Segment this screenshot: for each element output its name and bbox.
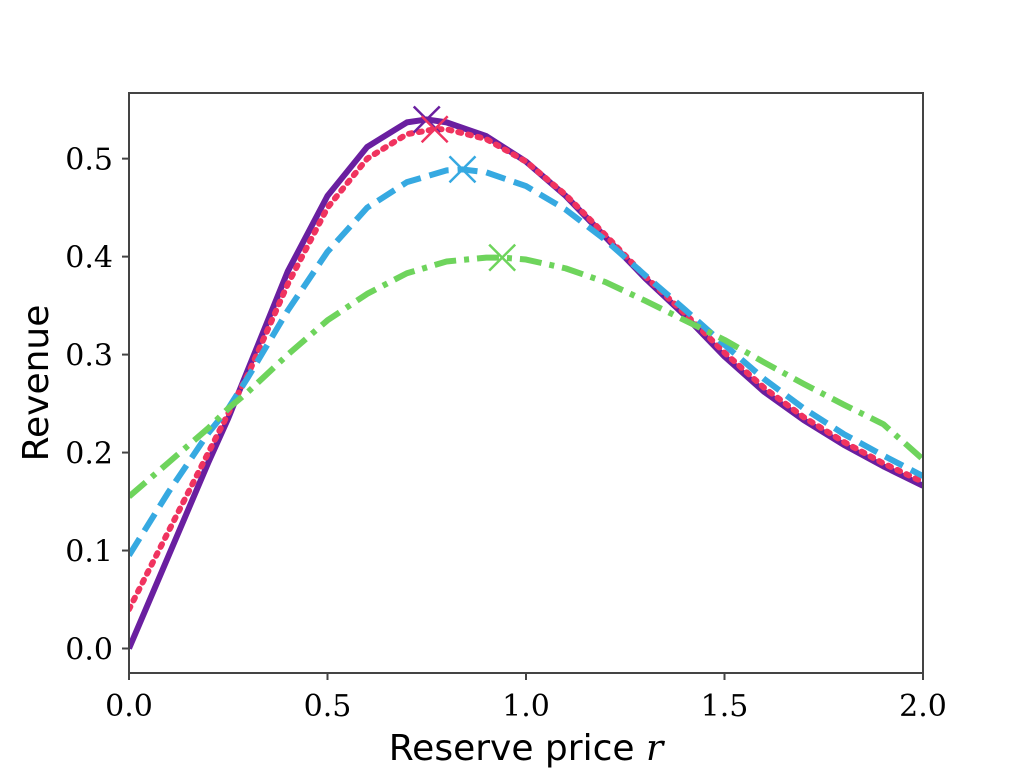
series-max-marker-3 (448, 155, 477, 184)
x-tick-label: 2.0 (899, 689, 947, 724)
y-tick-label: 0.3 (65, 339, 113, 374)
x-tick-label: 0.0 (105, 689, 153, 724)
marker-layer (412, 105, 517, 272)
y-tick-label: 0.4 (65, 241, 113, 276)
x-axis-label: Reserve price r (389, 728, 665, 769)
series-max-marker-2 (420, 115, 449, 144)
x-tick-label: 1.0 (502, 689, 550, 724)
x-tick-label: 1.5 (701, 689, 749, 724)
y-tick-label: 0.2 (65, 437, 113, 472)
series-line-4 (129, 254, 923, 499)
x-tick-label: 0.5 (304, 689, 352, 724)
tick-layer: 0.0 0.5 1.0 1.5 2.0 0.0 0.1 0.2 0.3 0.4 0.5 (65, 143, 947, 724)
series-line-2 (129, 126, 923, 613)
series-line-3 (129, 166, 923, 558)
y-axis-label: Revenue (16, 305, 57, 462)
y-tick-label: 0.1 (65, 535, 113, 570)
y-tick-label: 0.0 (65, 633, 113, 668)
series-max-marker-4 (488, 243, 517, 272)
x-axis-label-text: Reserve price (389, 728, 635, 769)
y-tick-label: 0.5 (65, 143, 113, 178)
series-layer (129, 116, 923, 650)
x-axis-label-var: r (646, 728, 665, 769)
